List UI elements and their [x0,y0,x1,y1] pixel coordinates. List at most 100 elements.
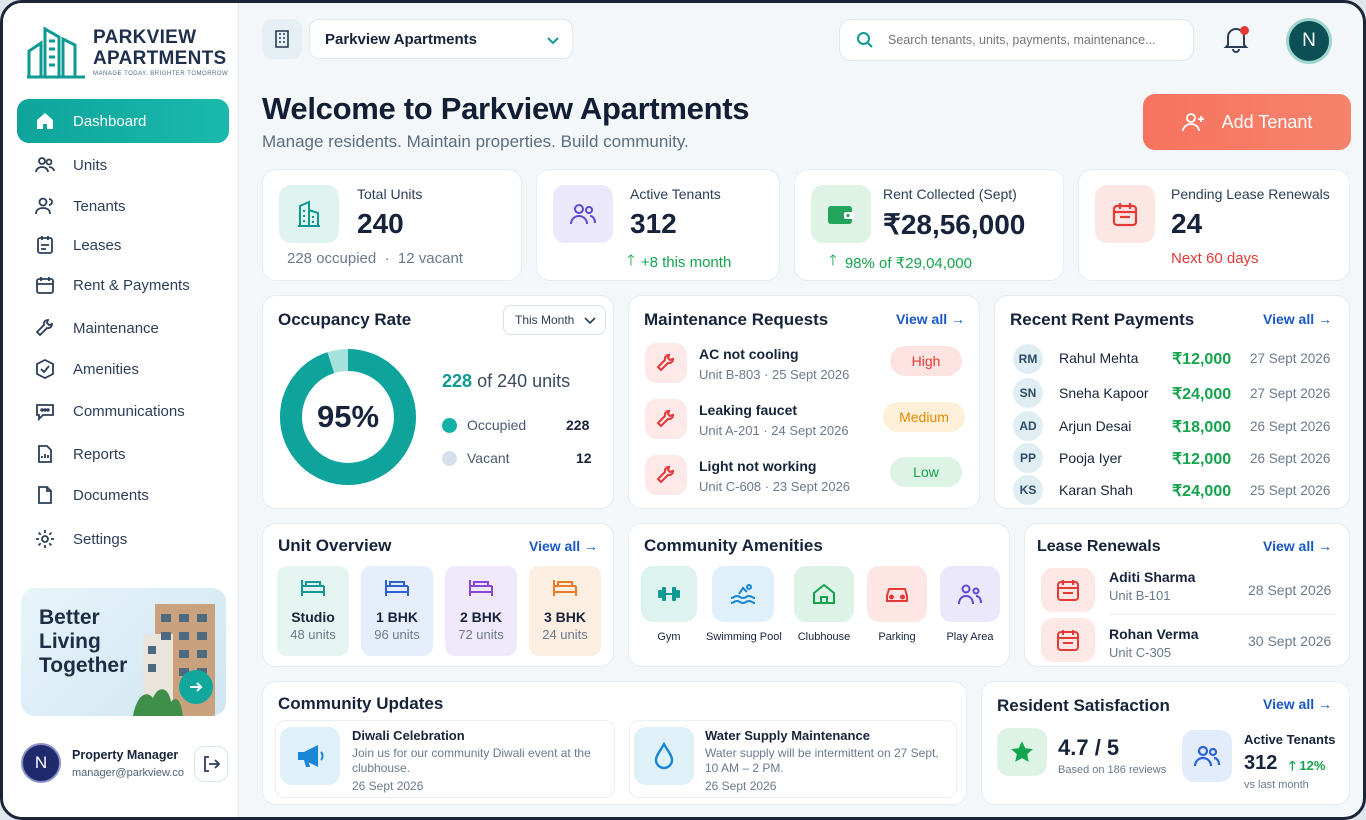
nav-label: Communications [73,402,185,420]
payment-amount: ₹24,000 [1172,483,1232,500]
donut-occupied-arc [280,349,416,485]
chevron-down-icon [584,317,596,325]
stat-card-rent-collected[interactable]: Rent Collected (Sept) ₹28,56,000 🡑 98% of… [794,169,1064,281]
legend-occupied-dot [442,418,457,433]
amenity-gym[interactable]: Gym [641,566,697,643]
arrow-right-icon: → [1318,311,1332,327]
document-icon [17,485,73,505]
unit-type-3bhk[interactable]: 3 BHK 24 units [529,566,601,656]
stat-sub: 228 occupied · 12 vacant [287,250,463,267]
rating-value: 4.7 / 5 [1058,735,1120,760]
user-role: Property Manager [72,748,179,762]
payer-name: Karan Shah [1059,482,1133,498]
property-select[interactable]: Parkview Apartments [309,19,573,59]
user-avatar[interactable]: N [21,743,61,783]
building-switch-icon[interactable] [262,19,302,59]
maintenance-view-all-link[interactable]: View all → [896,311,965,327]
stat-card-total-units[interactable]: Total Units 240 228 occupied · 12 vacant [262,169,522,281]
amenity-swimming-pool[interactable]: Swimming Pool [706,566,782,643]
stat-sub: Next 60 days [1171,250,1259,267]
arrow-right-icon: → [951,311,965,327]
payments-view-all-link[interactable]: View all → [1263,311,1332,327]
logout-button[interactable] [194,746,228,782]
unit-type-name: 2 BHK [459,609,502,625]
notifications-button[interactable] [1223,25,1253,55]
renewal-date: 28 Sept 2026 [1248,582,1332,598]
nav-documents[interactable]: Documents [17,473,229,517]
amenities-icon [17,359,73,379]
page-subtitle: Manage residents. Maintain properties. B… [262,132,689,151]
nav-tenants[interactable]: Tenants [17,184,229,228]
period-select[interactable]: This Month [503,305,606,335]
renewal-date: 30 Sept 2026 [1248,633,1332,649]
unit-type-2bhk[interactable]: 2 BHK 72 units [445,566,517,656]
chat-icon [17,401,73,421]
bell-icon [1223,28,1249,53]
amenity-clubhouse[interactable]: Clubhouse [794,566,854,643]
amenity-parking[interactable]: Parking [867,566,927,643]
payment-date: 27 Sept 2026 [1250,351,1331,366]
request-title: Leaking faucet [699,402,798,418]
update-item-diwali[interactable]: Diwali Celebration Join us for our commu… [275,720,615,798]
users-icon [553,185,613,243]
arrow-up-icon: 🡑 [1289,758,1296,773]
star-icon [997,728,1047,776]
nav-units[interactable]: Units [17,143,229,187]
promo-card[interactable]: Better Living Together [21,588,226,716]
payer-avatar: KS [1013,475,1043,505]
nav-dashboard[interactable]: Dashboard [17,99,229,143]
occupancy-title: Occupancy Rate [278,310,412,329]
priority-badge: Medium [883,402,965,432]
units-view-all-link[interactable]: View all → [529,538,598,554]
stat-card-pending-renewals[interactable]: Pending Lease Renewals 24 Next 60 days [1078,169,1350,281]
nav-rent-payments[interactable]: Rent & Payments [17,263,229,307]
nav-amenities[interactable]: Amenities [17,347,229,391]
renewal-tenant: Aditi Sharma [1109,569,1196,585]
amenity-label: Parking [878,631,916,643]
request-meta: Unit A-201 · 24 Sept 2026 [699,423,849,438]
wrench-icon [645,343,687,383]
nav-communications[interactable]: Communications [17,389,229,433]
home-icon [17,111,73,131]
logo-icon [25,21,87,84]
wrench-icon [645,399,687,439]
payer-name: Pooja Iyer [1059,450,1123,466]
satisfaction-view-all-link[interactable]: View all → [1263,696,1332,712]
bed-icon [553,580,577,596]
renewal-divider [1109,614,1335,615]
nav-label: Documents [73,486,149,504]
renewals-view-all-link[interactable]: View all → [1263,538,1332,554]
building-icon [279,185,339,243]
payer-avatar: RM [1013,344,1043,374]
community-updates-card: Community Updates Diwali Celebration Joi… [262,681,967,805]
legend-vacant-value: 12 [576,450,592,466]
stat-card-active-tenants[interactable]: Active Tenants 312 🡑 +8 this month [536,169,780,281]
maintenance-card: Maintenance Requests View all → AC not c… [628,295,980,509]
reports-icon [17,444,73,464]
nav-settings[interactable]: Settings [17,517,229,561]
payment-date: 26 Sept 2026 [1250,419,1331,434]
promo-arrow-button[interactable] [179,670,213,704]
nav-leases[interactable]: Leases [17,223,229,267]
unit-type-count: 48 units [290,627,336,642]
update-item-water-supply[interactable]: Water Supply Maintenance Water supply wi… [629,720,957,798]
unit-type-studio[interactable]: Studio 48 units [277,566,349,656]
amenity-play-area[interactable]: Play Area [940,566,1000,643]
search-input[interactable] [888,33,1178,47]
priority-badge: Low [890,457,962,487]
lease-renewals-card: Lease Renewals View all → Aditi Sharma U… [1024,523,1350,667]
search-bar[interactable] [839,19,1194,61]
stat-sub: +8 this month [640,254,732,271]
nav-maintenance[interactable]: Maintenance [17,306,229,350]
update-date: 26 Sept 2026 [352,779,424,793]
view-all-label: View all [529,538,581,554]
arrow-right-icon [190,682,203,692]
nav-reports[interactable]: Reports [17,432,229,476]
user-email: manager@parkview.co [72,767,185,779]
add-tenant-button[interactable]: Add Tenant [1143,94,1351,150]
nav-label: Units [73,156,108,174]
satisfaction-title: Resident Satisfaction [997,696,1170,715]
tenants-value: 312 [1244,752,1278,774]
unit-type-1bhk[interactable]: 1 BHK 96 units [361,566,433,656]
profile-avatar[interactable]: N [1286,18,1332,64]
